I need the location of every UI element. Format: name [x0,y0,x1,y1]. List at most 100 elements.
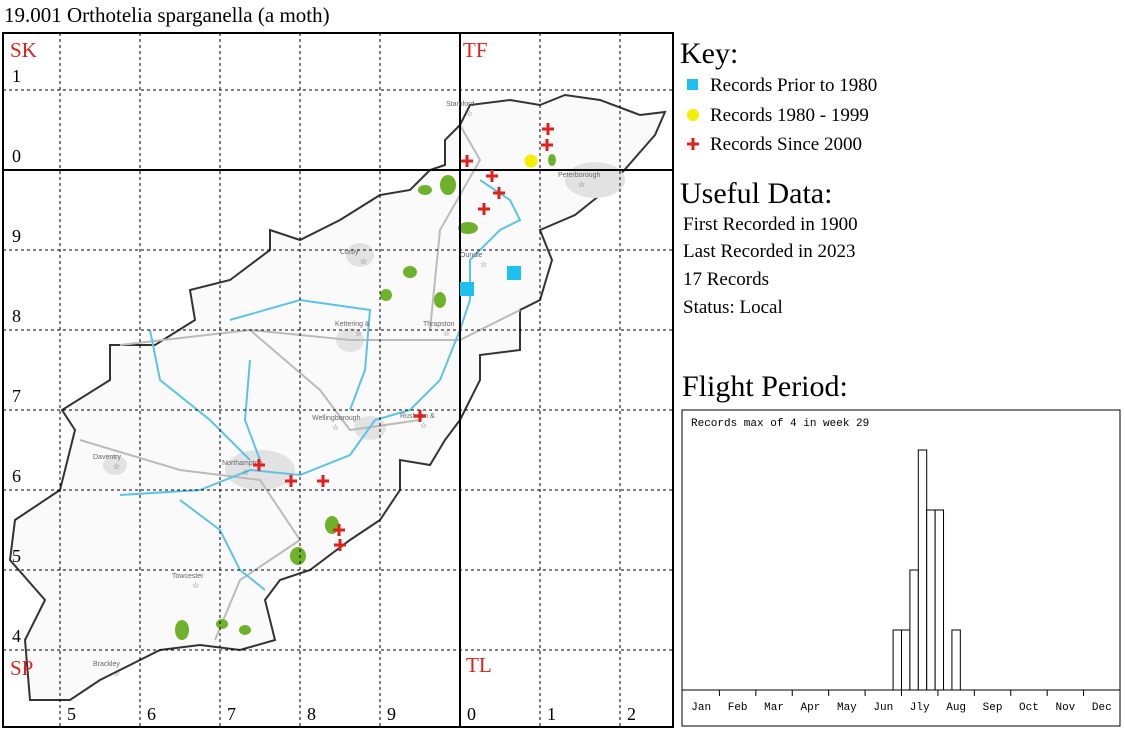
useful-data-line: Last Recorded in 2023 [683,241,856,262]
week-bar [951,629,961,691]
record-since-2000 [542,123,554,135]
town-label: Daventry [93,454,122,461]
square-label: SP [10,656,33,680]
key-symbol [687,79,698,90]
town-star: ☆ [443,329,450,338]
record-since-2000 [541,139,553,151]
month-label: Apr [801,702,821,714]
town-label: Brackley [93,661,120,668]
key-item: Records 1980 - 1999 [710,105,869,126]
useful-data-title: Useful Data: [680,177,832,210]
column-label: 8 [307,704,316,724]
town-label: Peterborough [558,172,601,179]
town-label: Northampton [222,460,263,467]
row-label: 4 [12,626,21,646]
key-item: Records Prior to 1980 [710,75,877,96]
grid-major [2,32,674,728]
record-since-2000 [253,459,265,471]
week-bar [901,629,911,691]
month-label: May [837,702,857,714]
flight-period-title: Flight Period: [682,370,848,403]
column-label: 6 [147,704,156,724]
key-symbol [687,138,699,150]
row-label: 8 [12,306,21,326]
town-star: ☆ [466,109,473,118]
column-label: 2 [627,704,636,724]
record-pre-1980 [507,266,521,280]
town-star: ☆ [578,180,585,189]
key-symbol [687,109,699,121]
key-item: Records Since 2000 [710,134,862,155]
month-label: Nov [1055,702,1075,714]
row-label: 7 [12,386,21,406]
row-label: 1 [12,66,21,86]
column-label: 5 [67,704,76,724]
town-star: ☆ [332,423,339,432]
record-since-2000 [285,475,297,487]
town-label: Oundle [460,252,483,259]
month-label: Aug [946,702,966,714]
column-label: 0 [467,704,476,724]
town-label: Thrapston [423,321,455,328]
record-since-2000 [461,155,473,167]
record-pre-1980 [460,282,474,296]
useful-data-line: First Recorded in 1900 [683,214,858,235]
week-bar [917,449,928,691]
record-since-2000 [414,410,426,422]
record-1980-1999 [524,154,538,168]
useful-data-line: 17 Records [683,269,769,290]
useful-data-line: Status: Local [683,297,783,318]
month-label: Jan [691,702,711,714]
town-star: ☆ [355,329,362,338]
grid [3,33,673,727]
month-label: Mar [764,702,784,714]
record-since-2000 [493,187,505,199]
column-label: 1 [547,704,556,724]
month-label: Jun [873,702,893,714]
town-label: Stamford [446,101,475,108]
key-title: Key: [680,37,738,70]
town-star: ☆ [360,257,367,266]
record-since-2000 [334,539,346,551]
town-star: ☆ [192,581,199,590]
week-bar [909,569,919,691]
flight-histogram: Jan Feb Mar Apr May Jun Jly Aug Sep Oct Nov Dec [682,449,1120,714]
town-star: ☆ [113,669,120,678]
flight-note: Records max of 4 in week 29 [691,418,869,430]
records [253,123,554,551]
town-label: Towcester [172,573,204,580]
month-label: Jly [910,702,930,714]
town-label: Kettering & [335,321,370,328]
row-label: 5 [12,546,21,566]
row-label: 0 [12,146,21,166]
row-label: 9 [12,226,21,246]
town-star: ☆ [113,462,120,471]
record-since-2000 [478,203,490,215]
town-label: Corby [340,249,359,256]
record-since-2000 [486,170,498,182]
record-since-2000 [333,524,345,536]
woodland [175,154,556,640]
week-bar [926,509,936,691]
month-label: Oct [1019,702,1039,714]
town-label: Wellingborough [312,415,361,422]
month-label: Dec [1092,702,1112,714]
rivers [119,179,522,591]
record-since-2000 [317,475,329,487]
month-label: Feb [728,702,748,714]
week-bar [892,629,902,691]
square-label: SK [10,38,37,62]
town-star: ☆ [242,468,249,477]
month-label: Sep [983,702,1003,714]
town-star: ☆ [420,421,427,430]
square-label: TF [463,38,488,62]
column-label: 7 [227,704,236,724]
county-outline [8,93,667,701]
row-label: 6 [12,466,21,486]
square-label: TL [466,653,492,677]
map: Stamford☆Peterborough☆Corby☆Oundle☆Kette… [2,32,674,728]
week-bar [934,509,945,691]
town-star: ☆ [480,260,487,269]
